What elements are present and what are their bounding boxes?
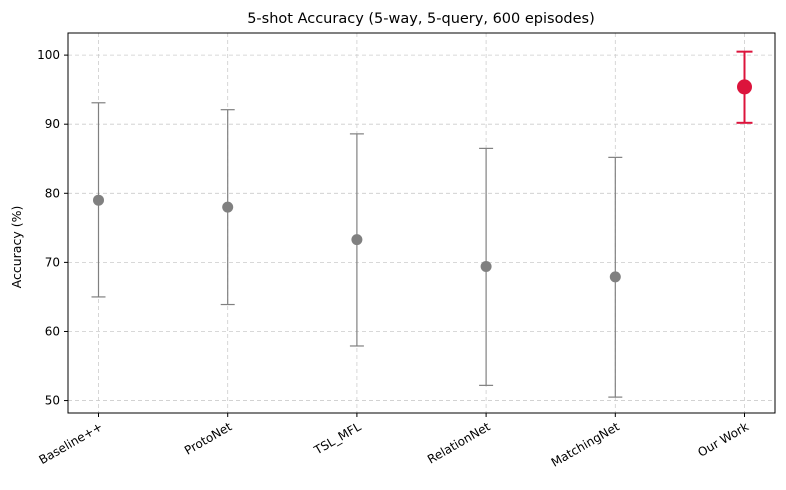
y-tick-label: 100 [37,48,60,62]
y-tick-label: 90 [45,117,60,131]
axes: 50 60 70 80 90 100 Baseline++ ProtoNet TSL_MFL Re… [37,48,752,470]
errorbar-point-tsl-mfl [349,133,364,347]
plot-frame [67,32,776,414]
errorbar-point-matchingnet [608,156,623,398]
y-tick-label: 50 [45,394,60,408]
errorbar-point-protonet [220,109,235,306]
errorbar-point-relationnet [479,147,494,386]
data-point [351,234,363,246]
data-point [480,261,492,273]
grid-lines [68,33,775,413]
y-axis-label: Accuracy (%) [9,206,24,289]
x-tick-label: MatchingNet [549,419,622,469]
x-tick-label: TSL_MFL [311,419,364,458]
data-marks [91,50,753,398]
data-point [609,271,621,283]
y-tick-label: 60 [45,324,60,338]
x-tick-label: RelationNet [425,419,493,466]
data-point [222,201,234,213]
y-tick-label: 80 [45,186,60,200]
x-tick-label: Baseline++ [37,419,105,467]
x-tick-label: Our Work [695,419,751,459]
x-tick-label: ProtoNet [182,419,234,457]
data-point [737,79,752,95]
y-tick-label: 70 [45,255,60,269]
data-point [93,194,104,206]
chart-title: 5-shot Accuracy (5-way, 5-query, 600 epi… [247,11,595,27]
errorbar-point-baseline- [91,102,106,298]
errorbar-point-our-work [736,50,753,124]
